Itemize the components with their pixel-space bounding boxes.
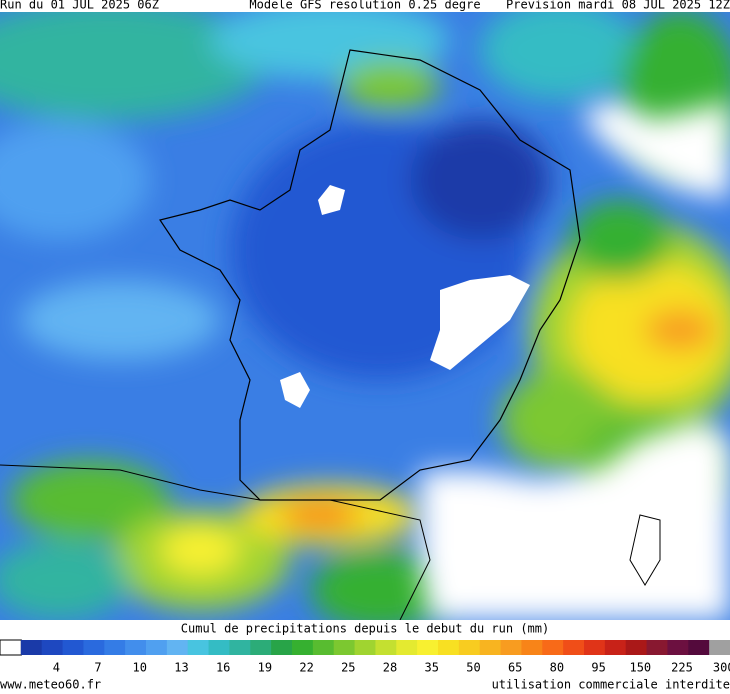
color-swatch <box>229 640 251 655</box>
color-swatch <box>292 640 314 655</box>
colorbar-label: 4 <box>53 661 60 675</box>
color-swatch <box>187 640 210 655</box>
run-label: Run du 01 JUL 2025 06Z <box>0 0 159 12</box>
color-swatch <box>438 640 460 655</box>
color-swatch <box>417 640 439 655</box>
precipitation-map <box>0 12 730 620</box>
colorbar-label: 7 <box>94 661 101 675</box>
color-swatch <box>146 640 168 655</box>
color-swatch <box>584 640 606 655</box>
color-swatch <box>688 640 710 655</box>
colorbar-label: 10 <box>133 661 147 675</box>
color-swatch <box>208 640 230 655</box>
colorbar-label: 95 <box>591 661 605 675</box>
color-swatch <box>312 640 335 655</box>
color-swatch <box>667 640 689 655</box>
color-swatch <box>500 640 522 655</box>
colorbar-label: 65 <box>508 661 522 675</box>
color-swatch <box>41 640 64 655</box>
colorbar-label: 225 <box>671 661 693 675</box>
colorbar-label: 50 <box>466 661 480 675</box>
colorbar <box>0 639 730 656</box>
colorbar-label: 16 <box>216 661 230 675</box>
colorbar-title: Cumul de precipitations depuis le debut … <box>181 622 549 636</box>
colorbar-label: 28 <box>383 661 397 675</box>
color-swatch <box>604 640 627 655</box>
color-swatch <box>396 640 418 655</box>
color-swatch <box>333 640 356 655</box>
color-swatch <box>375 640 397 655</box>
color-swatch <box>83 640 105 655</box>
colorbar-label: 35 <box>425 661 439 675</box>
colorbar-labels: 47101316192225283550658095150225300375 <box>53 661 730 675</box>
color-swatch <box>0 639 22 656</box>
site-label: www.meteo60.fr <box>0 678 101 691</box>
color-swatch <box>250 640 272 655</box>
colorbar-label: 300 <box>713 661 730 675</box>
color-swatch <box>62 640 84 655</box>
color-swatch <box>646 640 668 655</box>
colorbar-label: 22 <box>299 661 313 675</box>
color-swatch <box>542 640 564 655</box>
colorbar-label: 25 <box>341 661 355 675</box>
model-label: Modele GFS resolution 0.25 degre <box>249 0 480 12</box>
colorbar-label: 13 <box>174 661 188 675</box>
color-swatch <box>125 640 147 655</box>
color-swatch <box>271 640 293 655</box>
color-swatch <box>458 640 481 655</box>
color-swatch <box>563 640 585 655</box>
color-swatch <box>625 640 648 655</box>
colorbar-label: 19 <box>258 661 272 675</box>
forecast-label: Prevision mardi 08 JUL 2025 12Z <box>506 0 730 12</box>
colorbar-title-box <box>200 621 530 637</box>
color-swatch <box>104 640 126 655</box>
colorbar-label: 80 <box>550 661 564 675</box>
color-swatch <box>521 640 543 655</box>
notice-label: utilisation commerciale interdite <box>492 678 730 691</box>
color-swatch <box>479 640 502 655</box>
colorbar-label: 150 <box>629 661 651 675</box>
color-swatch <box>20 640 43 655</box>
color-swatch <box>166 640 189 655</box>
color-swatch <box>709 640 730 655</box>
color-swatch <box>354 640 376 655</box>
